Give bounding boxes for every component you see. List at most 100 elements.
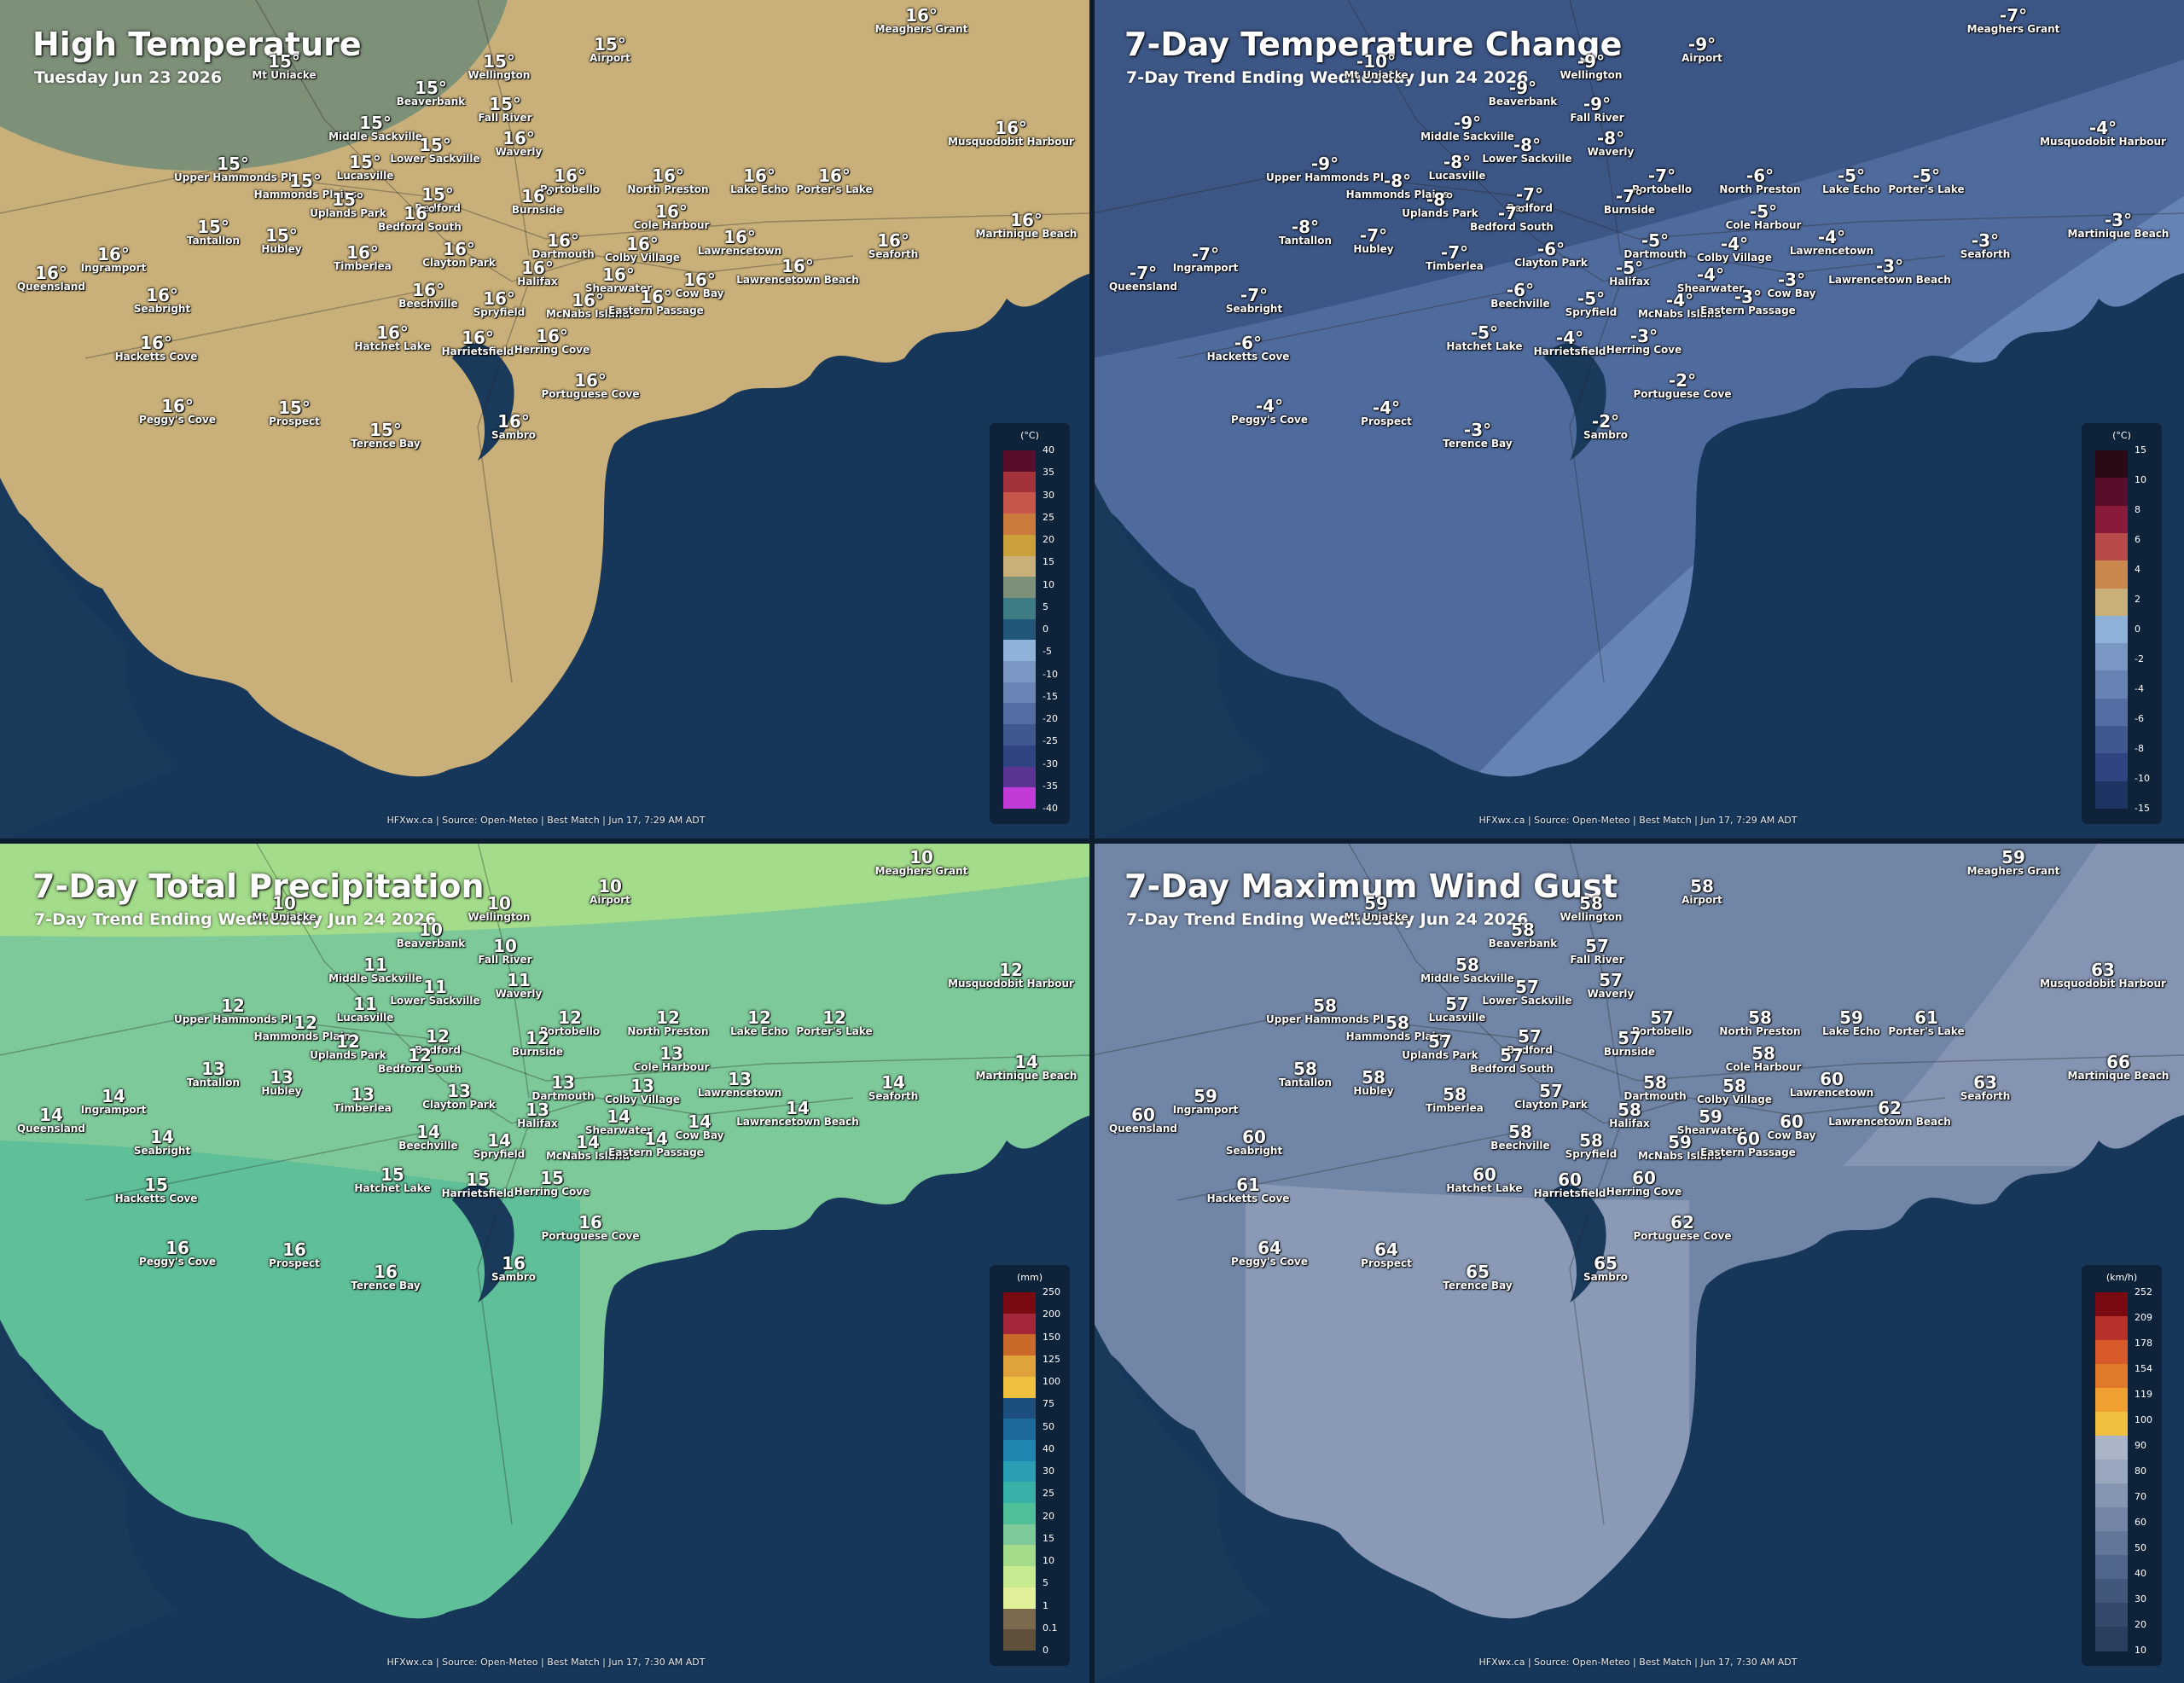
place-value: 58 (1508, 1122, 1532, 1142)
place-name: Hatchet Lake (354, 340, 431, 352)
place-value: 16 (502, 1253, 526, 1274)
place-name: Halifax (1609, 1117, 1650, 1129)
place-value: -7° (1647, 165, 1676, 186)
place-label-portuguesecove: 62 Portuguese Cove (1634, 1214, 1732, 1241)
legend-tick: 252 (2135, 1286, 2152, 1297)
place-label-easternpassage: 16° Eastern Passage (608, 288, 704, 316)
legend-tick: -6 (2135, 713, 2144, 724)
place-name: Fall River (478, 112, 532, 124)
place-name: Tantallon (1278, 235, 1333, 247)
place-name: Porter's Lake (796, 183, 873, 195)
place-value: 16° (652, 165, 684, 186)
place-name: Martinique Beach (2067, 1070, 2169, 1082)
legend-swatch (1003, 1355, 1036, 1378)
place-label-harrietsfield: 16° Harrietsfield (442, 329, 514, 357)
place-label-lawrencetownbeach: -3° Lawrencetown Beach (1828, 258, 1951, 285)
legend-swatch (1003, 1334, 1036, 1356)
place-name: Clayton Park (422, 257, 496, 269)
place-name: Prospect (1361, 415, 1412, 427)
place-value: 57 (1515, 977, 1539, 997)
legend-tick: 20 (1043, 534, 1054, 545)
place-name: Herring Cove (1606, 1186, 1682, 1198)
place-value: 14 (416, 1122, 440, 1142)
place-value: 57 (1599, 970, 1623, 990)
place-value: -5° (1641, 230, 1670, 251)
place-value: 14 (688, 1111, 712, 1132)
place-name: Meaghers Grant (874, 865, 968, 877)
place-label-claytonpark: -6° Clayton Park (1514, 241, 1588, 268)
place-value: 16 (374, 1262, 398, 1282)
place-name: Seabright (1225, 303, 1283, 315)
place-label-portuguesecove: -2° Portuguese Cove (1634, 372, 1732, 399)
place-name: Musquodobit Harbour (948, 978, 1074, 989)
place-value: 16 (166, 1238, 189, 1258)
panel-title: 7-Day Temperature Change (1124, 26, 1623, 63)
legend-swatch (2095, 1412, 2128, 1436)
place-value: -3° (1875, 256, 1904, 276)
place-label-uplandspark: -8° Uplands Park (1402, 191, 1478, 218)
place-value: 11 (507, 970, 531, 990)
place-label-meaghers: 10 Meaghers Grant (875, 849, 968, 876)
place-name: Porter's Lake (796, 1025, 873, 1037)
place-name: Mt Uniacke (1344, 911, 1409, 923)
legend-tick: 119 (2135, 1389, 2152, 1400)
place-value: -3° (1971, 230, 2000, 251)
place-label-seaforth: 14 Seaforth (868, 1074, 919, 1101)
place-label-upperhammonds: 15° Upper Hammonds Pl (174, 155, 292, 183)
panel-footer-credit: HFXwx.ca | Source: Open-Meteo | Best Mat… (386, 1657, 706, 1668)
place-value: 16° (161, 396, 194, 416)
place-name: Bedford (415, 1044, 461, 1056)
place-name: Colby Village (605, 252, 680, 264)
place-value: -10° (1356, 51, 1397, 72)
place-value: -7° (1240, 285, 1269, 305)
place-name: Halifax (1609, 276, 1650, 287)
place-name: Eastern Passage (1700, 305, 1796, 316)
legend-tick: 50 (1043, 1420, 1054, 1432)
place-name: Hammonds Plains (1345, 1030, 1449, 1042)
place-value: 59 (1194, 1086, 1217, 1106)
place-label-peggyscove: 16° Peggy's Cove (139, 398, 216, 425)
place-label-claytonpark: 16° Clayton Park (422, 241, 496, 268)
place-label-portobello: 12 Portobello (540, 1009, 600, 1036)
place-label-sambro: 65 Sambro (1583, 1255, 1628, 1282)
place-value: -3° (1734, 287, 1763, 307)
place-label-middlesackville: 58 Middle Sackville (1420, 956, 1514, 984)
place-label-burnside: 12 Burnside (512, 1030, 563, 1057)
place-name: Cow Bay (675, 287, 724, 299)
place-name: Ingramport (1172, 262, 1239, 274)
place-name: Portuguese Cove (1633, 1230, 1732, 1242)
place-label-seabright: 14 Seabright (134, 1129, 190, 1156)
place-value: 58 (1385, 1013, 1409, 1033)
place-name: Hubley (1353, 1085, 1394, 1097)
place-name: Airport (1682, 894, 1722, 906)
color-legend: (°C) 40 35 30 25 20 15 10 5 0 -5 -10 -15 -20 -25 -30 -35… (990, 423, 1070, 824)
place-label-porterslake: 16° Porter's Lake (796, 167, 872, 194)
place-value: 60 (1131, 1105, 1155, 1125)
legend-swatch (1003, 471, 1036, 493)
place-name: Clayton Park (1514, 1099, 1588, 1111)
place-label-porterslake: -5° Porter's Lake (1888, 167, 1964, 194)
legend-tick: 35 (1043, 467, 1054, 479)
legend-swatch (2095, 1364, 2128, 1389)
place-name: Lower Sackville (390, 153, 480, 165)
place-name: Sambro (491, 1271, 536, 1283)
legend-swatch (2095, 450, 2128, 479)
legend-swatch (2095, 1627, 2128, 1651)
legend-swatch (2095, 615, 2128, 644)
place-name: Upper Hammonds Pl (1266, 1013, 1384, 1025)
place-label-hubley: 15° Hubley (261, 227, 301, 254)
place-label-burnside: 57 Burnside (1604, 1030, 1655, 1057)
place-label-hackettscove: -6° Hacketts Cove (1207, 334, 1290, 362)
place-label-beechville: 58 Beechville (1490, 1123, 1549, 1151)
place-label-cowbay: 60 Cow Bay (1767, 1113, 1815, 1140)
legend-tick: 2 (2135, 594, 2140, 605)
place-name: Queensland (1108, 1123, 1178, 1135)
legend-tick: 10 (2135, 474, 2146, 485)
legend-tick: 80 (2135, 1465, 2146, 1477)
place-value: -7° (1999, 5, 2028, 26)
legend-tick: 70 (2135, 1491, 2146, 1502)
place-value: 15° (483, 51, 515, 72)
place-label-timberlea: 13 Timberlea (334, 1086, 392, 1113)
legend-tick: 40 (2135, 1568, 2146, 1579)
legend-tick: -40 (1043, 803, 1058, 814)
